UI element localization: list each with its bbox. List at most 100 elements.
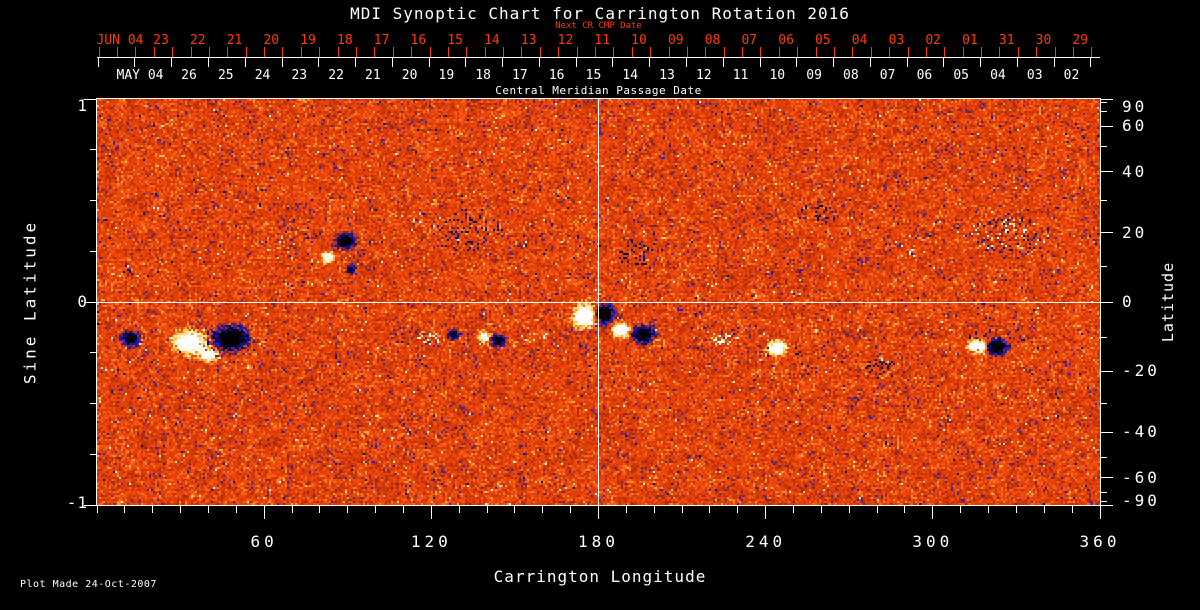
tick (402, 505, 404, 513)
tick (172, 47, 174, 57)
tick-label: 24 (254, 68, 271, 83)
tick (1091, 47, 1093, 57)
tick (337, 47, 339, 57)
tick-label: 360 (1079, 532, 1121, 551)
tick (981, 47, 983, 57)
tick (834, 47, 835, 57)
tick (447, 47, 449, 57)
tick-label: 31 (998, 33, 1015, 48)
tick (1100, 125, 1113, 127)
tick (962, 47, 964, 57)
tick (1073, 47, 1074, 57)
tick (1100, 477, 1113, 479)
tick-label: 20 (401, 68, 418, 83)
tick-label: 300 (912, 532, 954, 551)
tick-label: 0 (1122, 292, 1135, 311)
tick-label: 20 (263, 33, 280, 48)
tick-label: 19 (300, 33, 316, 48)
tick (598, 505, 599, 519)
tick-label: 16 (410, 33, 427, 48)
tick-label: 1 (77, 96, 88, 115)
tick (681, 505, 683, 513)
tick (1017, 47, 1019, 57)
tick-label: 22 (189, 33, 206, 48)
tick (1054, 47, 1056, 57)
tick-label: 11 (732, 68, 749, 83)
tick (1043, 505, 1045, 513)
tick (227, 47, 229, 57)
tick-label: 20 (1122, 222, 1148, 242)
tick (347, 505, 349, 513)
tick-label: 04 (851, 33, 868, 48)
tick (235, 505, 237, 513)
cmp-month-label: MAY 04 (116, 68, 164, 83)
tick (245, 47, 247, 57)
tick (1100, 457, 1107, 458)
tick (1100, 266, 1107, 268)
tick (576, 47, 578, 57)
tick-label: 10 (769, 68, 786, 83)
tick (765, 505, 767, 519)
tick-label: -1 (66, 493, 88, 512)
tick (742, 47, 744, 57)
tick-label: 21 (365, 68, 381, 83)
tick (96, 505, 98, 513)
tick (428, 57, 430, 67)
tick-label: 07 (879, 68, 896, 83)
tick (539, 47, 541, 57)
tick (686, 47, 688, 57)
tick (594, 47, 596, 57)
tick (904, 505, 906, 513)
tick (1100, 171, 1113, 172)
tick-label: 14 (622, 68, 639, 83)
tick-label: 22 (328, 68, 344, 83)
tick (465, 57, 467, 67)
cmp-axis-line (97, 57, 1100, 58)
tick-label: 02 (1063, 68, 1080, 83)
tick-label: 26 (181, 68, 197, 83)
tick (319, 47, 321, 57)
tick (282, 47, 284, 57)
left-axis-title: Sine Latitude (20, 219, 40, 385)
tick-label: 23 (291, 68, 308, 83)
tick (152, 505, 154, 513)
tick (1071, 505, 1073, 513)
chart-title: MDI Synoptic Chart for Carrington Rotati… (350, 4, 850, 23)
tick (760, 47, 762, 57)
tick-label: 18 (337, 33, 353, 48)
tick (391, 57, 393, 67)
tick-label: 06 (778, 33, 794, 48)
tick-label: 12 (695, 68, 712, 83)
next-cr-month-label: JUN 04 (96, 33, 144, 48)
central-meridian-line (598, 99, 599, 505)
tick-label: 11 (594, 33, 611, 48)
tick-label: 09 (667, 33, 684, 48)
tick-label: 04 (990, 68, 1006, 83)
tick-label: 02 (925, 33, 941, 48)
tick (1100, 492, 1107, 494)
tick (1100, 370, 1113, 372)
tick-label: 60 (1122, 116, 1148, 136)
right-axis-title: Latitude (1159, 261, 1177, 343)
tick (925, 47, 927, 57)
tick (999, 47, 1001, 57)
tick (1100, 110, 1107, 112)
tick-label: 18 (475, 68, 491, 83)
tick-label: 180 (578, 532, 619, 551)
tick (244, 57, 246, 67)
tick-label: 16 (548, 68, 565, 83)
tick (521, 47, 523, 57)
tick-label: 17 (373, 33, 390, 48)
tick (318, 57, 320, 67)
tick (943, 57, 945, 67)
tick (319, 505, 321, 513)
tick (932, 505, 934, 519)
tick-label: 29 (1072, 33, 1089, 48)
tick-label: 05 (953, 68, 969, 83)
tick-label: 25 (217, 68, 234, 83)
tick (90, 352, 97, 354)
tick (1100, 232, 1113, 234)
tick (988, 505, 990, 513)
tick (486, 505, 488, 513)
